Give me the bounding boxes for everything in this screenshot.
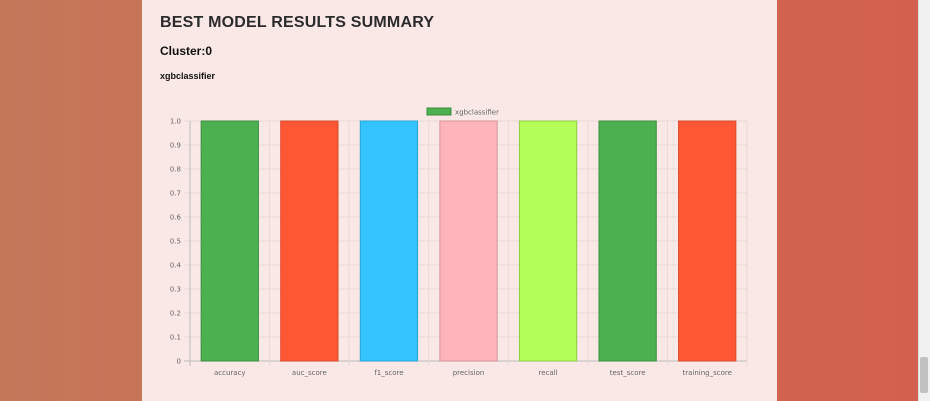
- y-tick-label: 0.7: [170, 190, 181, 198]
- x-tick-label: training_score: [682, 369, 731, 377]
- x-tick-label: recall: [539, 369, 558, 377]
- bar-training-score[interactable]: [678, 120, 737, 362]
- y-tick-label: 0.9: [170, 142, 181, 150]
- model-heading: xgbclassifier: [160, 71, 216, 81]
- x-tick-label: test_score: [610, 369, 646, 377]
- bar-accuracy[interactable]: [200, 120, 259, 362]
- x-axis-ticks: accuracy auc_score f1_score precision recall…: [214, 369, 732, 377]
- cluster-heading: Cluster:0: [160, 44, 213, 58]
- bar-recall[interactable]: [518, 120, 578, 362]
- y-tick-label: 0.2: [170, 310, 181, 318]
- page-scrollbar[interactable]: [918, 0, 930, 401]
- scrollbar-thumb[interactable]: [920, 357, 928, 393]
- y-tick-label: 0.3: [170, 286, 181, 294]
- x-tick-label: f1_score: [374, 369, 403, 377]
- legend-swatch: [426, 107, 452, 116]
- y-tick-label: 0.4: [170, 262, 182, 270]
- y-tick-label: 0.1: [170, 334, 181, 342]
- bar-f1-score[interactable]: [359, 120, 419, 362]
- bar-auc-score[interactable]: [280, 120, 339, 362]
- y-tick-label: 1.0: [170, 118, 181, 126]
- page-title: BEST MODEL RESULTS SUMMARY: [160, 14, 435, 31]
- y-tick-label: 0.6: [170, 214, 182, 222]
- y-axis-ticks: 0 0.1 0.2 0.3 0.4 0.5 0.6 0.7 0.8 0.9 1.0: [170, 118, 182, 366]
- bar-precision[interactable]: [439, 120, 498, 362]
- chart-legend[interactable]: xgbclassifier: [426, 107, 499, 117]
- y-tick-label: 0.8: [170, 166, 181, 174]
- x-tick-label: auc_score: [292, 369, 327, 377]
- chart-bars: [200, 120, 737, 362]
- y-tick-label: 0: [177, 358, 181, 366]
- legend-label: xgbclassifier: [455, 109, 499, 117]
- x-tick-label: accuracy: [214, 369, 246, 377]
- y-tick-label: 0.5: [170, 238, 181, 246]
- x-tick-label: precision: [453, 369, 485, 377]
- model-metrics-bar-chart: 0 0.1 0.2 0.3 0.4 0.5 0.6 0.7 0.8 0.9 1.0 accuracy…: [170, 107, 748, 377]
- bar-test-score[interactable]: [598, 120, 657, 362]
